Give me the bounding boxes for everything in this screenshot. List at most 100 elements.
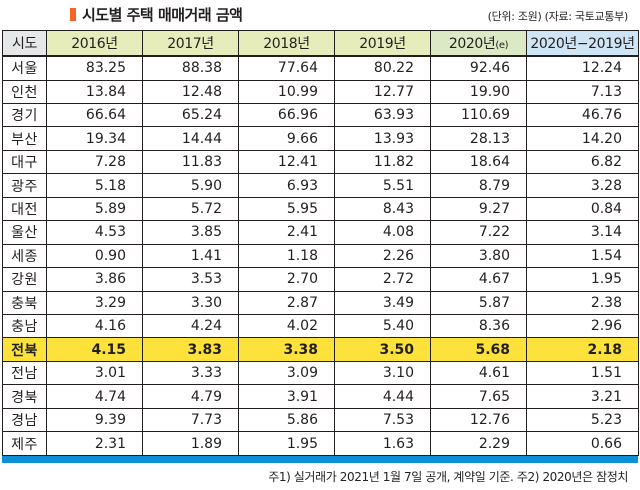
column-header-diff: 2020년−2019년 [526,30,639,57]
value-cell: 4.44 [334,384,431,409]
title-marker [70,8,76,21]
value-cell: 5.95 [238,196,335,222]
value-cell: 7.13 [526,79,639,104]
value-cell: 3.50 [334,337,431,362]
value-cell: 7.28 [46,149,143,175]
region-cell: 세종 [2,243,47,269]
value-cell: 1.95 [238,431,335,456]
table-row: 충남 4.16 4.24 4.02 5.40 8.36 2.96 [2,314,639,339]
region-cell: 전북 [2,337,47,362]
value-cell: 2.41 [238,220,335,245]
value-cell: 5.90 [142,173,239,198]
value-cell: 65.24 [142,102,239,128]
value-cell: 66.96 [238,102,335,128]
value-cell: 3.53 [142,267,239,292]
column-header-2020-label: 2020년 [448,36,496,52]
value-cell: 83.25 [46,55,143,81]
region-cell: 대전 [2,196,47,222]
value-cell: 1.18 [238,243,335,269]
value-cell: 2.70 [238,267,335,292]
value-cell: 3.85 [142,220,239,245]
value-cell: 10.99 [238,79,335,104]
value-cell: 5.72 [142,196,239,222]
value-cell: 2.31 [46,431,143,456]
value-cell: 2.72 [334,267,431,292]
value-cell: 66.64 [46,102,143,128]
value-cell: 3.86 [46,267,143,292]
value-cell: 3.80 [430,243,527,269]
region-cell: 전남 [2,360,47,386]
value-cell: 4.53 [46,220,143,245]
value-cell: 3.01 [46,360,143,386]
value-cell: 3.09 [238,360,335,386]
value-cell: 7.65 [430,384,527,409]
value-cell: 80.22 [334,55,431,81]
value-cell: 4.24 [142,314,239,339]
region-cell: 경남 [2,407,47,433]
region-cell: 인천 [2,79,47,104]
value-cell: 13.93 [334,126,431,151]
value-cell: 5.68 [430,337,527,362]
value-cell: 92.46 [430,55,527,81]
value-cell: 3.29 [46,290,143,316]
table-row: 대구 7.28 11.83 12.41 11.82 18.64 6.82 [2,149,639,175]
region-cell: 서울 [2,55,47,81]
table-row: 부산 19.34 14.44 9.66 13.93 28.13 14.20 [2,126,639,151]
column-header-2019: 2019년 [334,30,431,57]
value-cell: 28.13 [430,126,527,151]
region-cell: 충남 [2,314,47,339]
region-cell: 충북 [2,290,47,316]
value-cell: 19.34 [46,126,143,151]
column-header-2017: 2017년 [142,30,239,57]
value-cell: 7.53 [334,407,431,433]
table-row: 광주 5.18 5.90 6.93 5.51 8.79 3.28 [2,173,639,198]
value-cell: 0.66 [526,431,639,456]
value-cell: 5.86 [238,407,335,433]
value-cell: 13.84 [46,79,143,104]
value-cell: 2.87 [238,290,335,316]
table-row: 전북 4.15 3.83 3.38 3.50 5.68 2.18 [2,337,639,362]
table-body: 서울 83.25 88.38 77.64 80.22 92.46 12.24 인천 13.84 1… [2,55,639,456]
table-row: 대전 5.89 5.72 5.95 8.43 9.27 0.84 [2,196,639,222]
value-cell: 11.83 [142,149,239,175]
column-header-2018: 2018년 [238,30,335,57]
table-row: 울산 4.53 3.85 2.41 4.08 7.22 3.14 [2,220,639,245]
value-cell: 46.76 [526,102,639,128]
value-cell: 5.18 [46,173,143,198]
region-cell: 부산 [2,126,47,151]
value-cell: 3.38 [238,337,335,362]
value-cell: 0.84 [526,196,639,222]
region-cell: 제주 [2,431,47,456]
value-cell: 4.67 [430,267,527,292]
value-cell: 3.14 [526,220,639,245]
value-cell: 7.73 [142,407,239,433]
value-cell: 14.44 [142,126,239,151]
value-cell: 12.76 [430,407,527,433]
value-cell: 4.08 [334,220,431,245]
value-cell: 19.90 [430,79,527,104]
value-cell: 3.83 [142,337,239,362]
value-cell: 1.51 [526,360,639,386]
table-row: 경기 66.64 65.24 66.96 63.93 110.69 46.76 [2,102,639,128]
unit-source-note: (단위: 조원) (자료: 국토교통부) [487,10,629,23]
value-cell: 7.22 [430,220,527,245]
value-cell: 4.74 [46,384,143,409]
footnote: 주1) 실거래가 2021년 1월 7일 공개, 계약일 기준. 주2) 202… [268,470,628,484]
value-cell: 5.87 [430,290,527,316]
table-row: 세종 0.90 1.41 1.18 2.26 3.80 1.54 [2,243,639,269]
table-row: 충북 3.29 3.30 2.87 3.49 5.87 2.38 [2,290,639,316]
value-cell: 9.66 [238,126,335,151]
bottom-accent-bar [2,456,638,463]
estimate-mark: (e) [495,40,509,51]
column-header-region: 시도 [2,30,47,57]
value-cell: 1.95 [526,267,639,292]
value-cell: 3.33 [142,360,239,386]
value-cell: 2.96 [526,314,639,339]
value-cell: 3.49 [334,290,431,316]
value-cell: 110.69 [430,102,527,128]
value-cell: 2.18 [526,337,639,362]
value-cell: 77.64 [238,55,335,81]
column-header-2016: 2016년 [46,30,143,57]
column-header-2020: 2020년(e) [430,30,527,57]
value-cell: 3.21 [526,384,639,409]
